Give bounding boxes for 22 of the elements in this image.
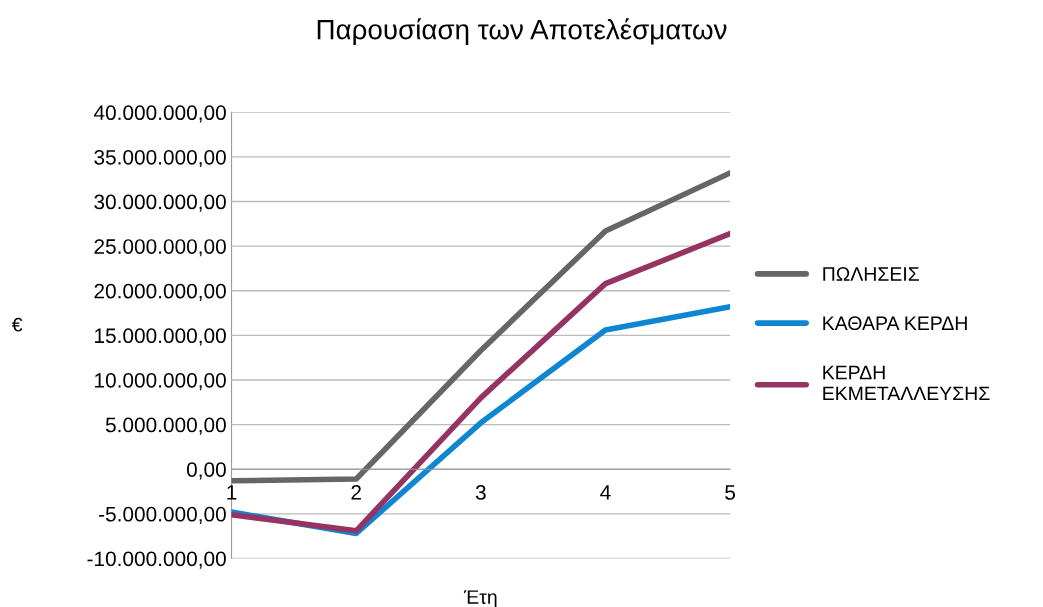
y-tick-label: 30.000.000,00 [94, 194, 226, 212]
x-tick-label: 3 [475, 485, 486, 500]
y-tick-label: -10.000.000,00 [87, 551, 226, 569]
y-tick-label: 15.000.000,00 [95, 328, 226, 346]
legend-label: ΚΕΡΔΗ ΕΚΜΕΤΑΛΛΕΥΣΗΣ [823, 365, 990, 401]
y-tick-label: 25.000.000,00 [94, 239, 226, 257]
x-tick-label: 4 [600, 485, 611, 500]
y-tick-label: 5.000.000,00 [105, 417, 226, 435]
y-tick-label: 20.000.000,00 [94, 283, 226, 301]
legend-label: ΚΑΘΑΡΑ ΚΕΡΔΗ [823, 316, 967, 331]
y-tick-label: 35.000.000,00 [94, 149, 226, 168]
x-tick-label: 5 [725, 485, 736, 500]
y-tick-label: 40.000.000,00 [93, 105, 226, 123]
x-axis-title: Έτη [463, 590, 497, 607]
y-tick-label: 10.000.000,00 [95, 372, 226, 391]
y-tick-label: 0,00 [186, 462, 226, 480]
x-tick-label: 2 [351, 485, 361, 500]
y-axis-title: € [11, 317, 23, 332]
chart-title: Παρουσίαση των Αποτελέσματων [317, 18, 727, 45]
y-tick-label: -5.000.000,00 [99, 506, 226, 525]
x-tick-label: 1 [227, 485, 237, 500]
legend-label: ΠΩΛΗΣΕΙΣ [823, 267, 919, 281]
